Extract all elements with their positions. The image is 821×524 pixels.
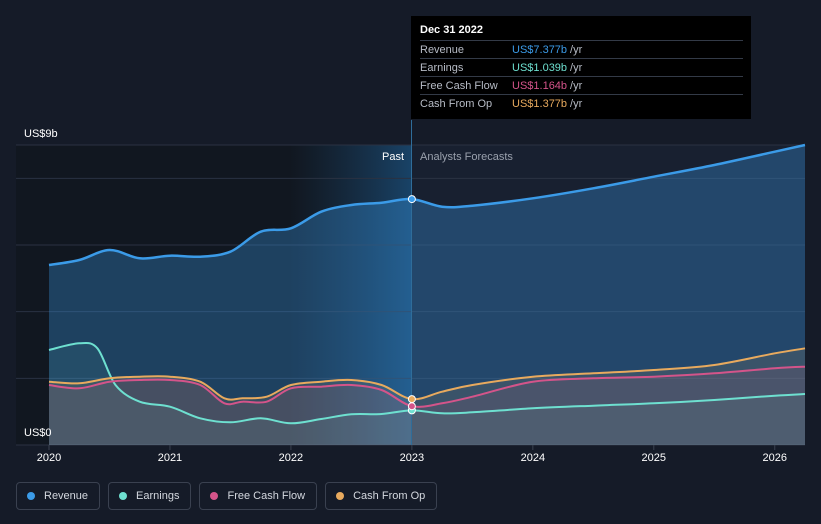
x-tick-label-2025: 2025	[642, 452, 666, 464]
tooltip-label: Earnings	[420, 61, 464, 74]
x-tick-label-2022: 2022	[279, 452, 303, 464]
tooltip-value: US$1.039b	[512, 61, 568, 74]
x-tick-label-2024: 2024	[521, 452, 545, 464]
series-line-free-cash-flow	[48, 365, 806, 408]
tooltip-label: Revenue	[420, 43, 465, 56]
tooltip-label: Cash From Op	[420, 97, 493, 110]
x-tick-label-2023: 2023	[400, 452, 424, 464]
tooltip-unit: /yr	[570, 61, 583, 74]
legend-dot-icon	[210, 492, 219, 500]
tooltip: Dec 31 2022 Revenue US$7.377b /yr Earnin…	[411, 16, 751, 119]
series-area-earnings	[49, 342, 805, 445]
legend-label: Earnings	[136, 490, 180, 502]
marker-revenue	[407, 195, 416, 204]
legend-label: Cash From Op	[353, 490, 426, 502]
legend-item-free-cash-flow[interactable]: Free Cash Flow	[199, 482, 318, 510]
y-top-label: US$9b	[24, 128, 58, 140]
legend-item-earnings[interactable]: Earnings	[108, 482, 192, 510]
y-bottom-label: US$0	[24, 427, 52, 439]
legend-item-revenue[interactable]: Revenue	[16, 482, 101, 510]
forecast-label: Analysts Forecasts	[420, 151, 513, 163]
series-line-earnings	[48, 341, 806, 425]
legend-label: Free Cash Flow	[227, 490, 306, 502]
tooltip-row-revenue: Revenue US$7.377b /yr	[420, 40, 743, 58]
x-tick-label-2026: 2026	[763, 452, 787, 464]
tooltip-unit: /yr	[570, 43, 583, 56]
x-tick-label-2021: 2021	[158, 452, 182, 464]
tooltip-value: US$1.377b	[512, 97, 568, 110]
tooltip-row-free-cash-flow: Free Cash Flow US$1.164b /yr	[420, 76, 743, 94]
legend-label: Revenue	[44, 490, 89, 502]
legend-dot-icon	[27, 492, 35, 500]
legend: Revenue Earnings Free Cash Flow Cash Fro…	[16, 482, 445, 510]
tooltip-row-earnings: Earnings US$1.039b /yr	[420, 58, 743, 76]
tooltip-row-cash-from-op: Cash From Op US$1.377b /yr	[420, 94, 743, 112]
hover-markers	[407, 195, 416, 415]
series-line-revenue	[48, 143, 806, 267]
tooltip-value: US$1.164b	[512, 79, 568, 92]
past-label: Past	[382, 151, 404, 163]
legend-dot-icon	[119, 492, 128, 500]
x-tick-label-2020: 2020	[37, 452, 61, 464]
tooltip-date: Dec 31 2022	[420, 24, 483, 36]
legend-dot-icon	[336, 492, 345, 500]
series-area-free-cash-flow	[49, 366, 805, 445]
gridlines	[16, 144, 805, 446]
legend-item-cash-from-op[interactable]: Cash From Op	[325, 482, 438, 510]
series-area-revenue	[49, 145, 805, 445]
series-line-cash-from-op	[48, 347, 806, 401]
marker-cash-from-op	[407, 395, 416, 404]
tooltip-label: Free Cash Flow	[420, 79, 498, 92]
tooltip-unit: /yr	[570, 97, 583, 110]
series-lines	[48, 143, 806, 425]
tooltip-unit: /yr	[570, 79, 583, 92]
tooltip-value: US$7.377b	[512, 43, 568, 56]
marker-free-cash-flow	[407, 402, 416, 411]
x-axis-ticks: 2020 2021 2022 2023 2024 2025 2026	[37, 445, 787, 464]
